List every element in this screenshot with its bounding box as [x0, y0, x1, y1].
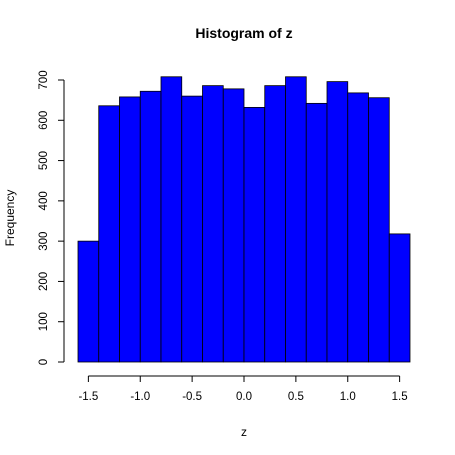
- y-tick-label: 200: [38, 272, 50, 291]
- x-axis-label: z: [241, 425, 247, 439]
- x-tick-label: 1.5: [392, 391, 408, 403]
- histogram-bar: [388, 233, 411, 363]
- histogram-bar: [202, 85, 224, 363]
- y-tick-label: 300: [38, 232, 50, 251]
- y-tick-label: 600: [38, 111, 50, 130]
- histogram-bar: [139, 90, 162, 363]
- histogram-bar: [160, 76, 183, 363]
- histogram-bar: [285, 76, 307, 363]
- x-tick-label: 1.0: [340, 391, 356, 403]
- histogram-bar: [77, 240, 100, 363]
- histogram-bar: [305, 102, 328, 363]
- chart-title: Histogram of z: [195, 25, 292, 41]
- y-tick-label: 700: [38, 70, 50, 89]
- histogram-bar: [264, 85, 286, 363]
- y-axis-label: Frequency: [3, 190, 17, 247]
- histogram-bar: [98, 105, 120, 363]
- y-tick-label: 0: [38, 359, 50, 365]
- y-tick-label: 100: [38, 312, 50, 331]
- x-tick-label: -1.0: [130, 391, 150, 403]
- x-tick-label: -0.5: [182, 391, 202, 403]
- histogram-bar: [243, 106, 266, 363]
- histogram-bar: [181, 95, 203, 363]
- x-tick-label: 0.0: [236, 391, 252, 403]
- y-tick-label: 500: [38, 151, 50, 170]
- histogram-bar: [119, 96, 141, 363]
- bars-group: [77, 76, 411, 363]
- x-tick-label: 0.5: [288, 391, 304, 403]
- histogram-bar: [222, 88, 245, 363]
- histogram-bar: [368, 97, 390, 363]
- histogram-bar: [347, 92, 369, 363]
- histogram-bar: [326, 81, 349, 363]
- y-axis: 0 100 200 300 400 500 600 700: [38, 70, 65, 365]
- y-tick-label: 400: [38, 191, 50, 210]
- x-axis: -1.5 -1.0 -0.5 0.0 0.5 1.0 1.5: [78, 375, 408, 403]
- x-tick-label: -1.5: [78, 391, 98, 403]
